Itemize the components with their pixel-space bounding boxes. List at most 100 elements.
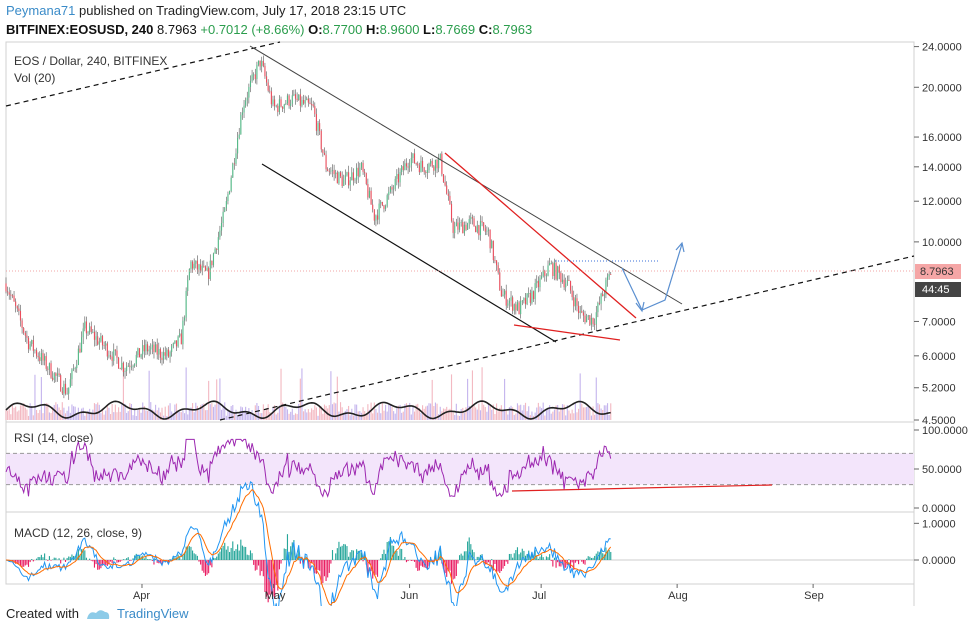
volume-bar <box>72 406 75 420</box>
candle-body <box>172 343 174 347</box>
candle-body <box>544 270 546 276</box>
volume-bar <box>368 409 371 420</box>
macd-histogram-bar <box>349 552 351 560</box>
volume-bar <box>314 405 316 420</box>
candle-body <box>272 99 274 105</box>
volume-bar <box>85 412 87 420</box>
macd-histogram-bar <box>32 560 34 562</box>
volume-bar <box>132 415 134 420</box>
volume-bar <box>238 412 240 420</box>
volume-bar <box>553 409 556 420</box>
volume-bar <box>187 414 189 420</box>
candle-body <box>426 170 428 173</box>
created-with: Created with <box>6 606 79 621</box>
candle-body <box>69 379 71 388</box>
volume-bar <box>249 413 252 420</box>
macd-histogram-bar <box>339 546 342 560</box>
macd-histogram-bar <box>92 560 94 562</box>
macd-histogram-bar <box>455 560 457 577</box>
volume-bar <box>320 406 322 420</box>
volume-bar <box>462 407 464 420</box>
candle-body <box>431 160 433 167</box>
macd-histogram-bar <box>195 554 197 560</box>
macd-histogram-bar <box>484 560 486 565</box>
volume-bar <box>425 406 427 420</box>
volume-bar <box>135 415 137 420</box>
volume-bar <box>335 403 337 420</box>
macd-histogram-bar <box>265 560 268 597</box>
macd-histogram-bar <box>220 548 223 560</box>
macd-histogram-bar <box>606 550 609 560</box>
candle-body <box>164 352 166 356</box>
candle-body <box>196 260 198 270</box>
volume-bar <box>211 403 213 420</box>
candle-body <box>328 170 330 172</box>
macd-histogram-bar <box>108 560 110 565</box>
volume-bar <box>163 415 165 420</box>
macd-histogram-bar <box>487 560 490 563</box>
volume-bar <box>592 406 594 420</box>
candle-body <box>428 163 430 171</box>
volume-bar <box>61 402 63 420</box>
macd-histogram-bar <box>468 537 470 560</box>
macd-histogram-bar <box>286 534 289 560</box>
candle-body <box>529 292 531 303</box>
rsi-plot <box>5 438 914 498</box>
macd-histogram-bar <box>341 545 343 560</box>
macd-histogram-bar <box>69 556 71 560</box>
volume-bar <box>484 406 486 420</box>
volume-bar <box>323 404 326 420</box>
macd-histogram-bar <box>381 554 383 560</box>
macd-histogram-bar <box>282 559 284 560</box>
volume-bar <box>74 406 76 420</box>
macd-histogram-bar <box>278 560 280 570</box>
macd-histogram-bar <box>124 559 126 560</box>
chart-canvas[interactable]: 24.0000 20.0000 16.0000 14.0000 12.0000 10.00… <box>0 40 978 606</box>
candle-body <box>481 221 483 223</box>
candle-body <box>389 187 391 192</box>
volume-bar <box>471 370 473 420</box>
macd-histogram-bar <box>48 556 50 560</box>
macd-histogram-bar <box>447 560 449 572</box>
candle-body <box>343 179 345 186</box>
candle-body <box>79 348 81 353</box>
candle-body <box>109 355 112 357</box>
candle-body <box>95 336 97 340</box>
candle-body <box>135 354 137 364</box>
volume-bar <box>597 403 599 420</box>
tradingview-link[interactable]: TradingView <box>116 606 189 621</box>
macd-histogram-bar <box>71 554 73 560</box>
volume-bar <box>307 409 309 420</box>
volume-bar <box>13 407 15 420</box>
author-link[interactable]: Peymana71 <box>6 3 76 18</box>
candle-body <box>92 331 94 333</box>
candle-body <box>602 293 604 297</box>
red-wedge-top <box>444 152 637 319</box>
macd-histogram-bar <box>444 560 446 574</box>
macd-histogram-bar <box>256 560 258 570</box>
open-label: O: <box>308 22 323 37</box>
macd-histogram-bar <box>413 560 416 562</box>
candle-body <box>249 80 252 87</box>
macd-histogram-bar <box>138 556 141 560</box>
volume-bar <box>212 406 215 420</box>
volume-bar <box>230 406 232 420</box>
macd-histogram-bar <box>26 560 28 565</box>
volume-bar <box>138 409 141 420</box>
macd-histogram-bar <box>388 541 390 560</box>
candle-body <box>156 344 158 355</box>
volume-bar <box>137 410 139 420</box>
macd-histogram-bar <box>402 559 404 560</box>
volume-bar <box>203 403 205 420</box>
macd-histogram-bar <box>327 560 329 578</box>
macd-histogram-bar <box>351 550 353 560</box>
candle-body <box>584 315 586 323</box>
candle-body <box>203 265 205 267</box>
macd-histogram-bar <box>209 560 211 566</box>
candle-body <box>327 169 329 171</box>
candle-body <box>450 203 453 221</box>
volume-bar <box>172 413 174 420</box>
candle-body <box>372 204 374 210</box>
volume-bar <box>97 402 99 420</box>
volume-bar <box>159 412 161 420</box>
